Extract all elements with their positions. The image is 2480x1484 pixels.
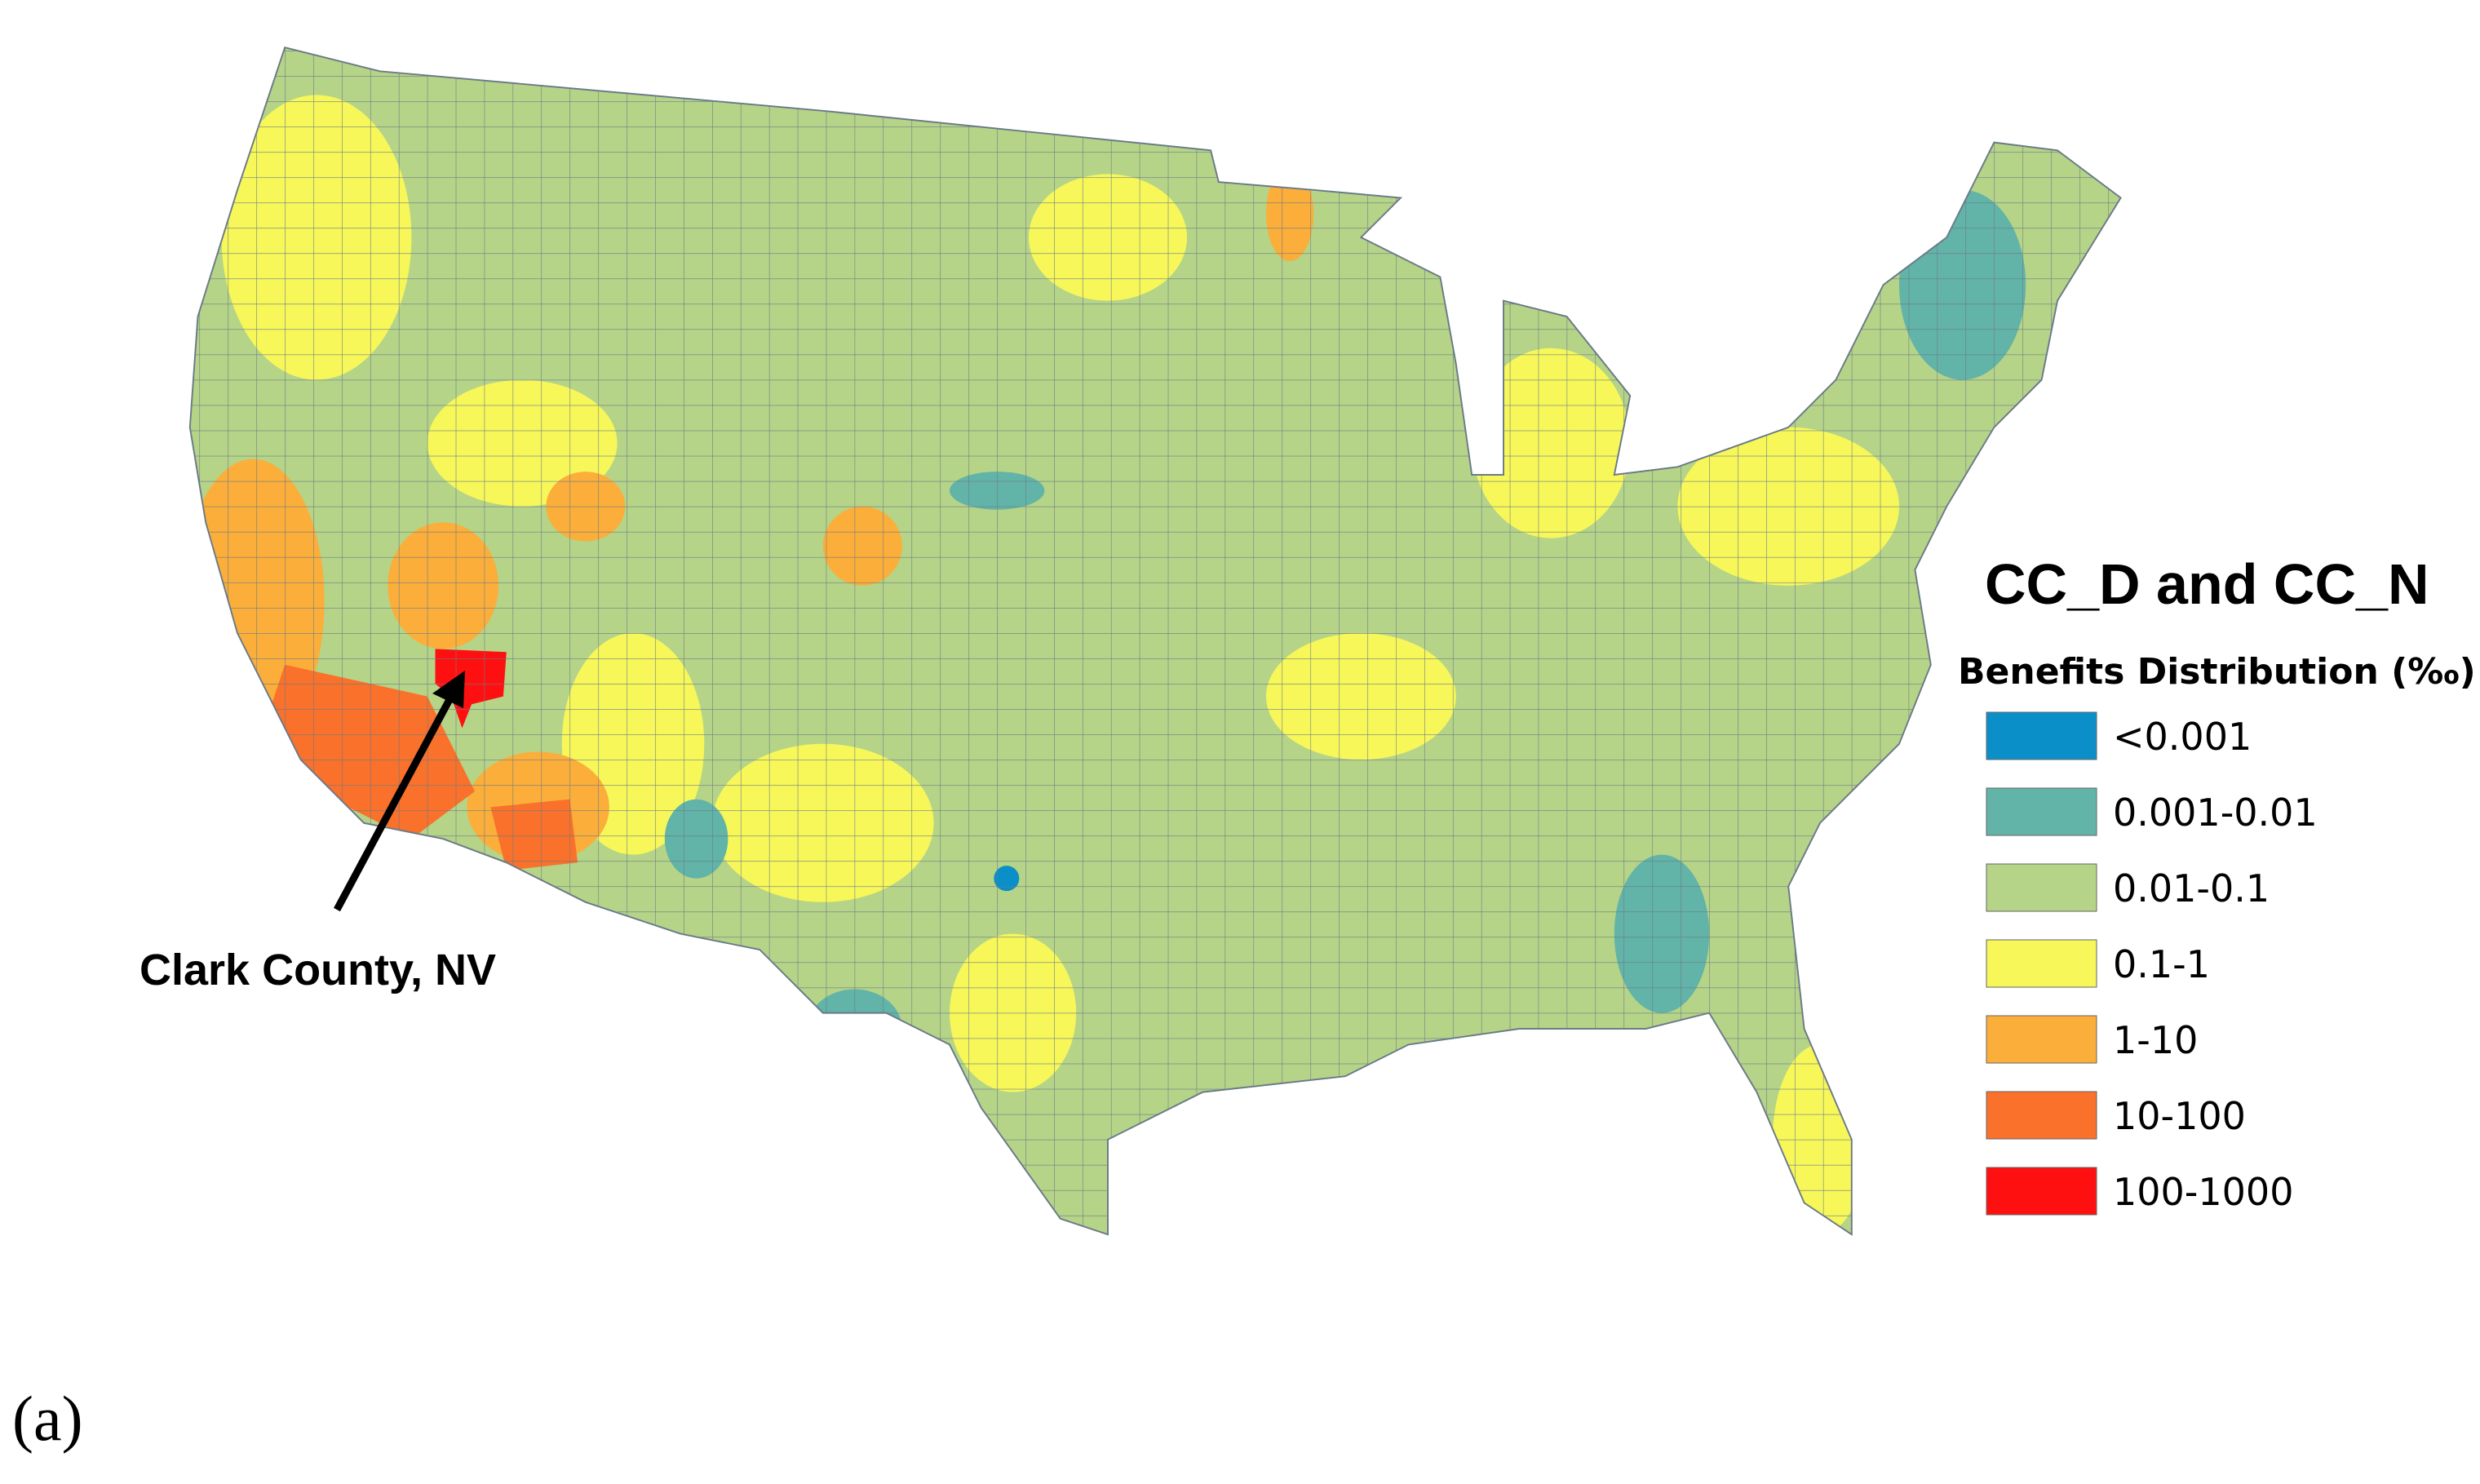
arrow-shaft [334,691,456,912]
legend-title: Benefits Distribution (‰) [1958,651,2476,693]
legend-swatch [1986,1091,2097,1140]
annotation: Clark County, NV [140,946,496,995]
legend-swatch [1986,939,2097,988]
legend-label: <0.001 [2113,715,2252,759]
legend-swatch [1986,711,2097,760]
us-map [188,47,2122,1236]
legend-label: 10-100 [2113,1094,2246,1138]
legend-label: 0.01-0.1 [2113,866,2270,910]
legend-label: 0.1-1 [2113,942,2210,986]
legend-swatch [1986,1167,2097,1216]
legend-swatch [1986,863,2097,912]
legend-label: 1-10 [2113,1018,2198,1062]
arrow-head [432,671,465,708]
legend-label: 100-1000 [2113,1170,2293,1214]
panel-label: (a) [12,1383,83,1454]
county-lines [189,47,2121,1235]
legend-swatch [1986,1015,2097,1064]
legend-label: 0.001-0.01 [2113,791,2318,835]
legend-heading: CC_D and CC_N [1985,552,2429,616]
legend: <0.001 0.001-0.01 0.01-0.1 0.1-1 1-10 10-100 1… [1986,711,2318,1216]
legend-swatch [1986,787,2097,836]
